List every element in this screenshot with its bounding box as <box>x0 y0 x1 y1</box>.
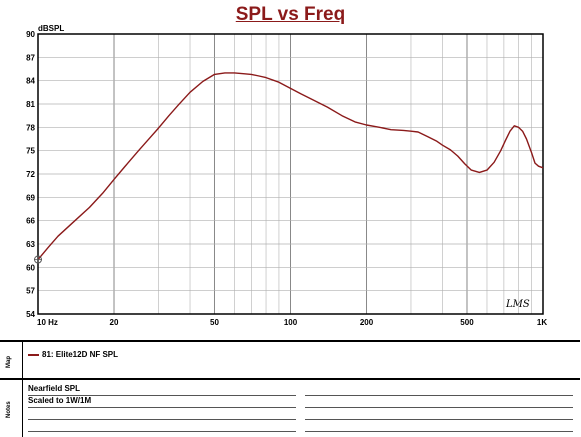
notes-rule <box>305 419 573 420</box>
chart-title: SPL vs Freq <box>235 4 346 25</box>
legend-series-name: 81: Elite12D NF SPL <box>42 350 119 359</box>
y-tick-label: 81 <box>26 100 35 109</box>
notes-rule <box>28 431 296 432</box>
y-tick-label: 90 <box>26 30 35 39</box>
plot-frame <box>37 33 544 315</box>
notes-rule <box>28 407 296 408</box>
y-tick-label: 57 <box>26 287 35 296</box>
note-line-2: Scaled to 1W/1M <box>28 396 92 405</box>
notes-rule <box>28 419 296 420</box>
notes-rule <box>305 407 573 408</box>
axes: 54 57 60 63 66 69 72 75 78 81 84 87 90 10 Hz 20 50 100 20… <box>26 30 547 327</box>
x-tick-label: 100 <box>284 318 298 327</box>
note-line-1: Nearfield SPL <box>28 384 81 393</box>
y-tick-label: 60 <box>26 263 35 272</box>
y-axis-label: dBSPL <box>38 24 64 33</box>
notes-rule <box>305 431 573 432</box>
spl-chart: 54 57 60 63 66 69 72 75 78 81 84 87 90 10 Hz 20 50 100 20… <box>26 24 547 327</box>
x-tick-label: 500 <box>460 318 474 327</box>
series-line <box>37 72 544 261</box>
x-tick-label: 20 <box>110 318 119 327</box>
y-tick-label: 54 <box>26 310 35 319</box>
map-label: Map <box>6 356 12 368</box>
y-tick-label: 84 <box>26 77 35 86</box>
notes-divider <box>22 378 23 437</box>
y-tick-label: 72 <box>26 170 35 179</box>
legend-divider <box>22 342 23 378</box>
notes-rule <box>305 395 573 396</box>
legend-entry: 81: Elite12D NF SPL <box>28 350 118 359</box>
y-tick-label: 75 <box>26 147 35 156</box>
series-layer <box>34 72 544 264</box>
y-tick-label: 78 <box>26 123 35 132</box>
legend-swatch <box>28 353 39 356</box>
x-tick-label: 10 Hz <box>37 318 58 327</box>
legend-panel: Map 81: Elite12D NF SPL <box>0 340 580 380</box>
notes-panel: Notes Nearfield SPL Scaled to 1W/1M <box>0 378 580 437</box>
x-tick-label: 50 <box>210 318 219 327</box>
notes-rule <box>28 395 296 396</box>
y-tick-label: 69 <box>26 193 35 202</box>
x-tick-label: 200 <box>360 318 374 327</box>
grid <box>38 34 543 314</box>
lms-watermark: LMS <box>505 299 530 310</box>
y-tick-label: 66 <box>26 217 35 226</box>
y-tick-label: 87 <box>26 53 35 62</box>
x-tick-label: 1K <box>537 318 547 327</box>
y-tick-label: 63 <box>26 240 35 249</box>
notes-label: Notes <box>6 401 12 418</box>
